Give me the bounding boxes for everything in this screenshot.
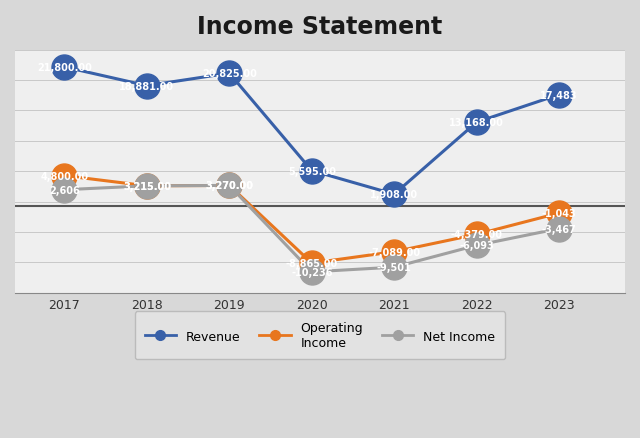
Text: 3,270.00: 3,270.00 (205, 181, 253, 191)
Text: -7,089.00: -7,089.00 (368, 247, 420, 257)
Text: 13,168.00: 13,168.00 (449, 118, 504, 128)
Text: 18,881.00: 18,881.00 (119, 81, 175, 92)
Text: 21,800.00: 21,800.00 (37, 63, 92, 73)
Text: -8,865.00: -8,865.00 (285, 258, 338, 268)
Text: -1,043: -1,043 (541, 208, 577, 219)
Text: 3,215.00: 3,215.00 (123, 181, 171, 191)
Legend: Revenue, Operating
Income, Net Income: Revenue, Operating Income, Net Income (135, 312, 505, 360)
Text: 3,270.00: 3,270.00 (205, 181, 253, 191)
Text: 20,825.00: 20,825.00 (202, 69, 257, 79)
Text: 5,595.00: 5,595.00 (288, 166, 336, 176)
Text: 4,800.00: 4,800.00 (40, 171, 88, 181)
Text: 3,215.00: 3,215.00 (123, 181, 171, 191)
Text: -9,501: -9,501 (377, 262, 412, 272)
Text: -3,467: -3,467 (541, 224, 577, 234)
Text: 17,483: 17,483 (540, 90, 578, 100)
Text: -10,236: -10,236 (291, 267, 333, 277)
Text: -4,379.00: -4,379.00 (451, 230, 502, 240)
Text: 2,606: 2,606 (49, 185, 80, 195)
Title: Income Statement: Income Statement (197, 15, 443, 39)
Text: -6,093: -6,093 (460, 241, 494, 251)
Text: 1,908.00: 1,908.00 (370, 190, 419, 200)
